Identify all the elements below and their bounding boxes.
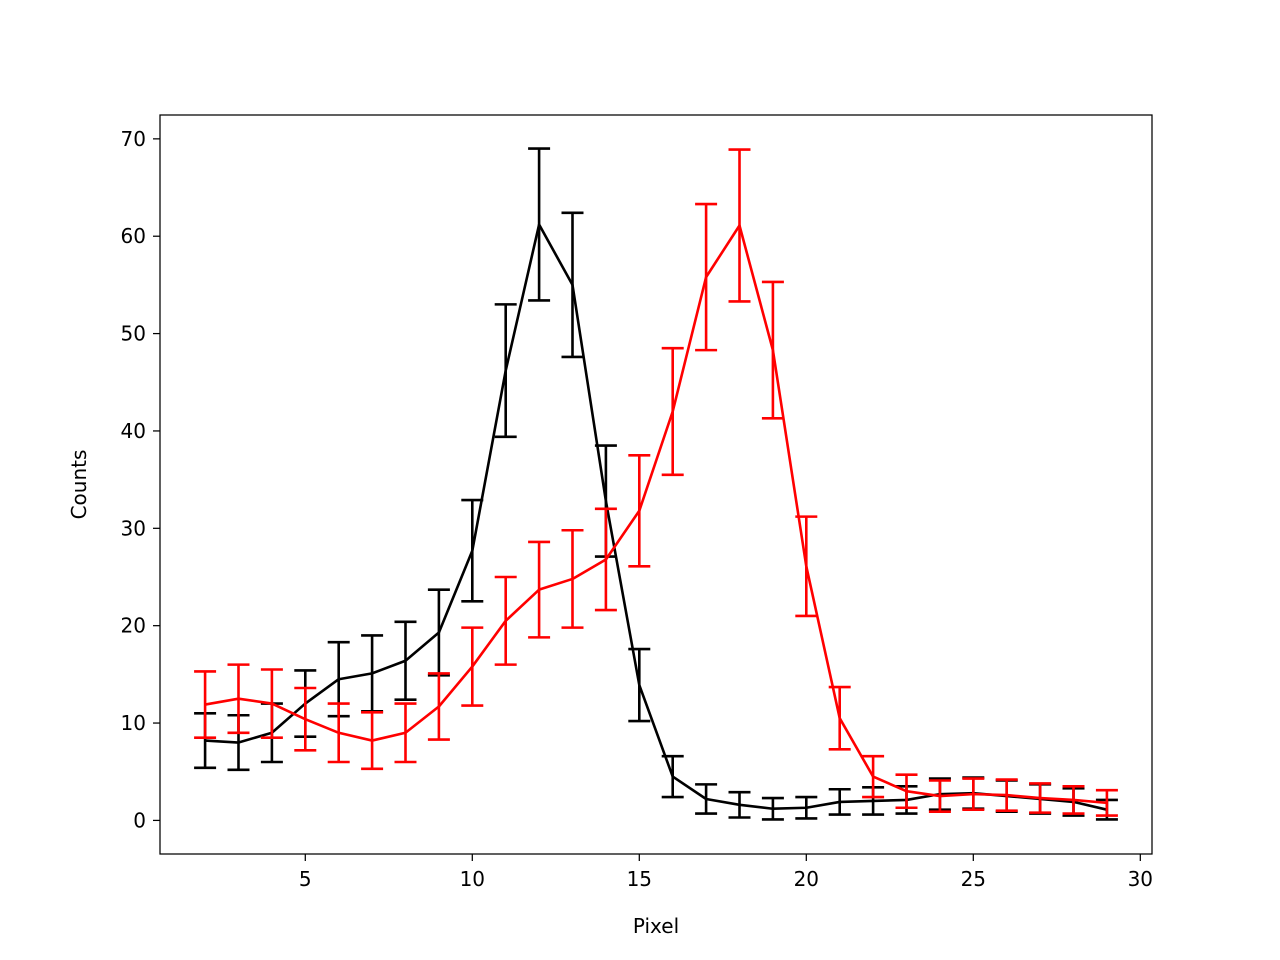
error-bar (962, 777, 985, 811)
error-bar (628, 453, 651, 568)
error-bar (461, 626, 484, 707)
error-bar (361, 711, 384, 771)
error-bar (494, 303, 517, 439)
y-tick-label: 30 (121, 516, 146, 540)
plot-area (160, 115, 1152, 854)
error-bar (928, 779, 951, 813)
x-tick-label: 10 (460, 867, 485, 891)
error-bar (227, 663, 250, 735)
y-tick-label: 70 (121, 127, 146, 151)
error-bar (628, 647, 651, 723)
x-axis-ticks: 5 10 15 20 25 30 (299, 854, 1153, 891)
error-bar (528, 540, 551, 639)
error-bar (761, 280, 784, 420)
error-bar (695, 783, 718, 815)
error-bar (661, 346, 684, 477)
error-bar (795, 795, 818, 820)
error-bar (828, 685, 851, 751)
error-bar (294, 686, 317, 752)
y-axis-label: Counts (67, 450, 91, 520)
error-bar (494, 575, 517, 666)
error-bar (862, 754, 885, 799)
error-bar (728, 148, 751, 303)
series-layer (194, 147, 1118, 821)
error-bar (427, 672, 450, 741)
error-bar (695, 202, 718, 352)
error-bar (995, 778, 1018, 812)
error-bar (828, 787, 851, 816)
error-bar (461, 498, 484, 603)
error-bar (327, 702, 350, 764)
y-tick-label: 60 (121, 224, 146, 248)
error-bar (394, 702, 417, 764)
y-tick-label: 50 (121, 322, 146, 346)
error-bar (194, 670, 217, 739)
error-bar (1029, 782, 1052, 814)
error-bar (528, 147, 551, 302)
x-tick-label: 25 (961, 867, 986, 891)
plot-frame (159, 114, 1153, 855)
series-2 (194, 148, 1118, 817)
x-tick-label: 5 (299, 867, 312, 891)
error-bar (260, 668, 283, 739)
y-tick-label: 20 (121, 614, 146, 638)
error-bar (895, 773, 918, 810)
error-bar (1062, 785, 1085, 815)
x-tick-label: 20 (794, 867, 819, 891)
x-tick-label: 15 (627, 867, 652, 891)
series-line (205, 223, 1108, 811)
error-bar (795, 515, 818, 618)
y-tick-label: 10 (121, 711, 146, 735)
error-bar (728, 790, 751, 819)
y-axis-ticks: 0 10 20 30 40 50 60 70 (121, 127, 160, 832)
series-line (204, 224, 1108, 805)
y-tick-label: 0 (133, 808, 146, 832)
x-axis-label: Pixel (633, 914, 679, 938)
error-bar (561, 211, 584, 359)
error-bar (394, 620, 417, 701)
error-bar (661, 754, 684, 799)
y-tick-label: 40 (121, 419, 146, 443)
x-tick-label: 30 (1128, 867, 1153, 891)
error-bar (761, 796, 784, 821)
error-bar (594, 507, 617, 612)
error-bar (1095, 788, 1118, 817)
error-bar (561, 528, 584, 629)
